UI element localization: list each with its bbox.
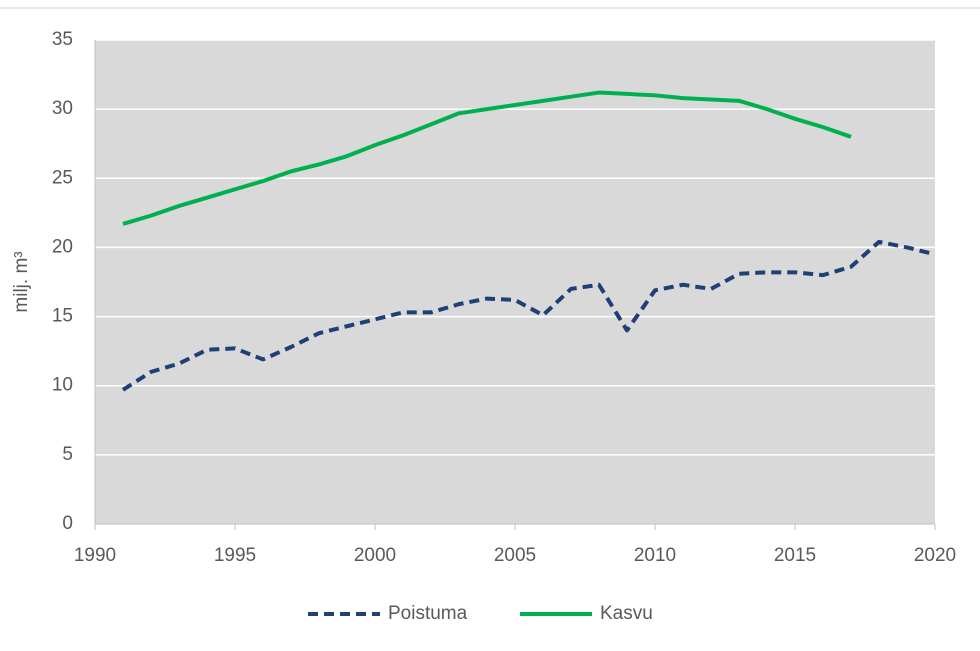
plot-area xyxy=(95,40,935,524)
x-tick-label: 2000 xyxy=(354,545,396,566)
y-tick-label: 25 xyxy=(52,167,73,188)
x-tick-label: 2010 xyxy=(634,545,676,566)
data-line xyxy=(121,239,936,392)
legend-label: Kasvu xyxy=(600,603,653,624)
x-tick-label: 1990 xyxy=(74,545,116,566)
y-tick-label: 5 xyxy=(62,444,73,465)
data-line xyxy=(122,90,852,226)
y-tick-label: 30 xyxy=(52,98,73,119)
y-tick-label: 35 xyxy=(52,29,73,50)
y-axis-label: milj. m³ xyxy=(11,251,32,312)
x-tick-label: 2020 xyxy=(914,545,956,566)
y-tick-label: 10 xyxy=(52,375,73,396)
legend-label: Poistuma xyxy=(388,603,468,624)
y-tick-label: 0 xyxy=(62,513,73,534)
x-tick-label: 1995 xyxy=(214,545,256,566)
x-tick-label: 2015 xyxy=(774,545,816,566)
y-tick-label: 15 xyxy=(52,306,73,327)
x-tick-label: 2005 xyxy=(494,545,536,566)
y-tick-label: 20 xyxy=(52,236,73,257)
